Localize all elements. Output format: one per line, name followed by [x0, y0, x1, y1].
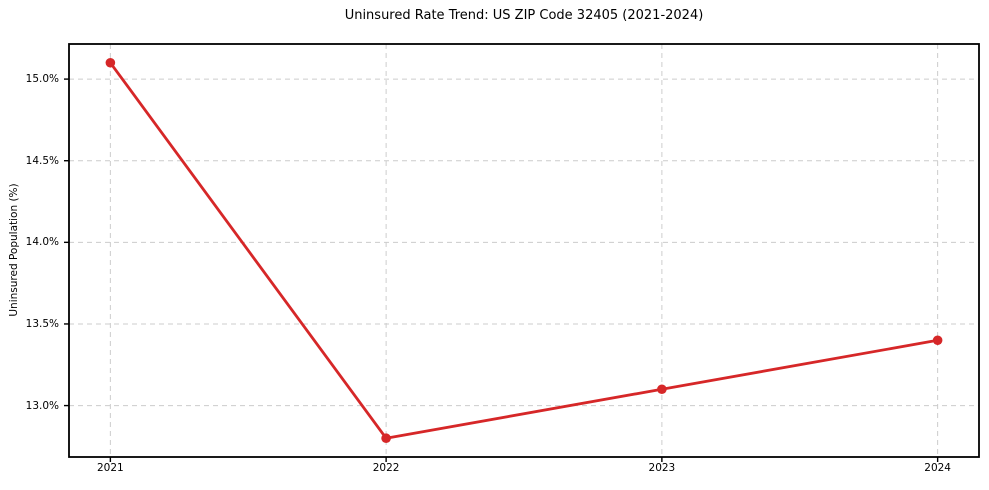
data-point-marker [657, 384, 667, 395]
line-series [105, 57, 943, 444]
plot-border [68, 43, 980, 458]
axis-layer [64, 43, 980, 462]
y-tick-label: 14.5% [25, 154, 59, 167]
y-tick-label: 15.0% [25, 73, 59, 86]
y-tick-label: 13.5% [25, 317, 59, 330]
y-tick-label: 14.0% [25, 236, 59, 249]
x-tick-label: 2022 [372, 462, 400, 474]
data-point-marker [381, 433, 391, 444]
x-tick-label: 2021 [96, 462, 124, 474]
chart-title: Uninsured Rate Trend: US ZIP Code 32405 … [344, 8, 704, 23]
grid-layer [69, 44, 979, 457]
data-point-marker [105, 57, 116, 68]
x-tick-label: 2023 [648, 462, 676, 474]
data-point-marker [932, 335, 943, 346]
y-tick-label: 13.0% [25, 399, 59, 412]
series-line [108, 61, 940, 440]
x-tick-label: 2024 [924, 462, 951, 474]
